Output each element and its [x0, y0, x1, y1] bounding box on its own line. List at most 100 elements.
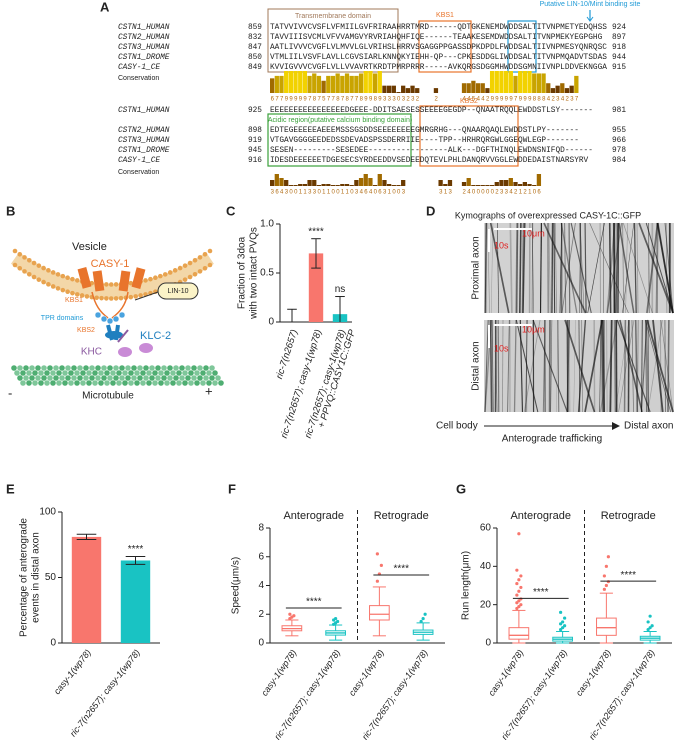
- kymo-track: [645, 222, 674, 314]
- seq-name: CSTN1_HUMAN: [118, 24, 170, 32]
- conservation-bar: [349, 185, 354, 186]
- outlier: [561, 626, 565, 630]
- conservation-digit: 0: [397, 190, 401, 196]
- tubulin: [104, 370, 110, 376]
- conservation-digit: 3: [439, 190, 443, 196]
- tubulin: [209, 375, 215, 381]
- conservation-bar: [574, 75, 579, 93]
- conservation-digit: 5: [472, 97, 476, 103]
- outlier: [559, 622, 563, 626]
- conservation-digit: 7: [332, 97, 336, 103]
- tubulin: [11, 365, 17, 371]
- tubulin: [17, 375, 23, 381]
- outlier: [561, 620, 565, 624]
- conservation-bar: [401, 180, 406, 186]
- lipid-head: [55, 272, 61, 277]
- outlier: [602, 587, 606, 591]
- outlier: [379, 563, 383, 567]
- kymo-track: [613, 222, 616, 314]
- conservation-bar: [344, 73, 350, 93]
- kymo-track: [568, 222, 571, 314]
- panel-label: G: [456, 481, 466, 496]
- lipid-head: [74, 278, 80, 283]
- conservation-bar: [377, 71, 382, 93]
- tubulin: [197, 375, 203, 381]
- seq-start: 849: [248, 64, 262, 72]
- conservation-digit: 9: [523, 97, 527, 103]
- conservation-bar: [288, 185, 293, 186]
- kymo-track: [667, 319, 670, 413]
- conservation-bar: [438, 180, 443, 186]
- seq-end: 978: [612, 147, 626, 155]
- kymo-track: [566, 319, 570, 413]
- conservation-digit: 8: [537, 97, 541, 103]
- kymo-track: [561, 222, 576, 314]
- conservation-bar: [372, 73, 378, 93]
- kymo-track: [615, 319, 630, 413]
- tubulin: [137, 365, 143, 371]
- conservation-bar: [382, 85, 387, 93]
- label: KBS2: [77, 327, 95, 334]
- seq-name: CSTN1_HUMAN: [118, 107, 170, 115]
- microtubule: [11, 365, 224, 386]
- conservation-digit: 7: [280, 97, 284, 103]
- conservation-digit: 1: [519, 190, 523, 196]
- conservation-bar: [532, 185, 537, 186]
- conservation-digit: 7: [308, 97, 312, 103]
- conservation-digit: 7: [327, 97, 331, 103]
- lipid-head: [12, 262, 18, 268]
- lipid-head: [36, 263, 42, 268]
- bar: [71, 536, 102, 643]
- acidic-box: [267, 113, 412, 167]
- lipid-head: [128, 280, 134, 286]
- outlier: [515, 601, 519, 605]
- tubulin: [131, 375, 137, 381]
- tubulin: [176, 370, 182, 376]
- lipid-head: [128, 294, 134, 300]
- scale-label: 10μm: [522, 228, 545, 238]
- tubulin: [140, 370, 146, 376]
- conservation-bar: [321, 80, 326, 93]
- tubulin: [191, 375, 197, 381]
- conservation-digit: 2: [463, 190, 467, 196]
- conservation-digit: 1: [444, 190, 448, 196]
- tubulin: [143, 375, 149, 381]
- label: Microtubule: [82, 391, 134, 402]
- kymo-track: [484, 319, 489, 413]
- kymo-track: [589, 222, 629, 314]
- tubulin: [59, 365, 65, 371]
- outlier: [606, 580, 610, 584]
- axis-label: Distal axon: [471, 341, 482, 390]
- lipid-head: [36, 277, 42, 282]
- conservation-bar: [447, 180, 453, 186]
- kymo-track: [519, 319, 524, 413]
- conservation-bar: [391, 185, 396, 186]
- conservation-digit: 0: [477, 190, 481, 196]
- tubulin: [41, 375, 47, 381]
- kymo-track: [584, 222, 587, 314]
- kymo-track: [618, 222, 635, 314]
- conservation-digit: 9: [495, 97, 499, 103]
- kymo-track: [484, 222, 487, 314]
- conservation-digit: 3: [383, 97, 387, 103]
- kymo-track: [646, 222, 659, 314]
- conservation-bar: [410, 85, 415, 93]
- conservation-digit: 2: [551, 97, 555, 103]
- kymo-track: [652, 319, 664, 413]
- conservation-digit: 1: [322, 190, 326, 196]
- seq-end: 984: [612, 157, 626, 165]
- kymo-track: [608, 222, 612, 314]
- conservation-bar: [316, 185, 322, 186]
- kymo-track: [599, 319, 619, 413]
- tubulin: [92, 370, 98, 376]
- tubulin: [17, 365, 23, 371]
- lipid-head: [187, 274, 193, 280]
- conservation-digit: 9: [500, 97, 504, 103]
- conservation-digit: 0: [350, 190, 354, 196]
- conservation-bar: [330, 75, 336, 93]
- conservation-digit: 2: [406, 97, 410, 103]
- tubulin: [200, 370, 206, 376]
- conservation-digit: 0: [289, 190, 293, 196]
- panel-label: F: [228, 481, 236, 496]
- significance: ****: [393, 564, 409, 575]
